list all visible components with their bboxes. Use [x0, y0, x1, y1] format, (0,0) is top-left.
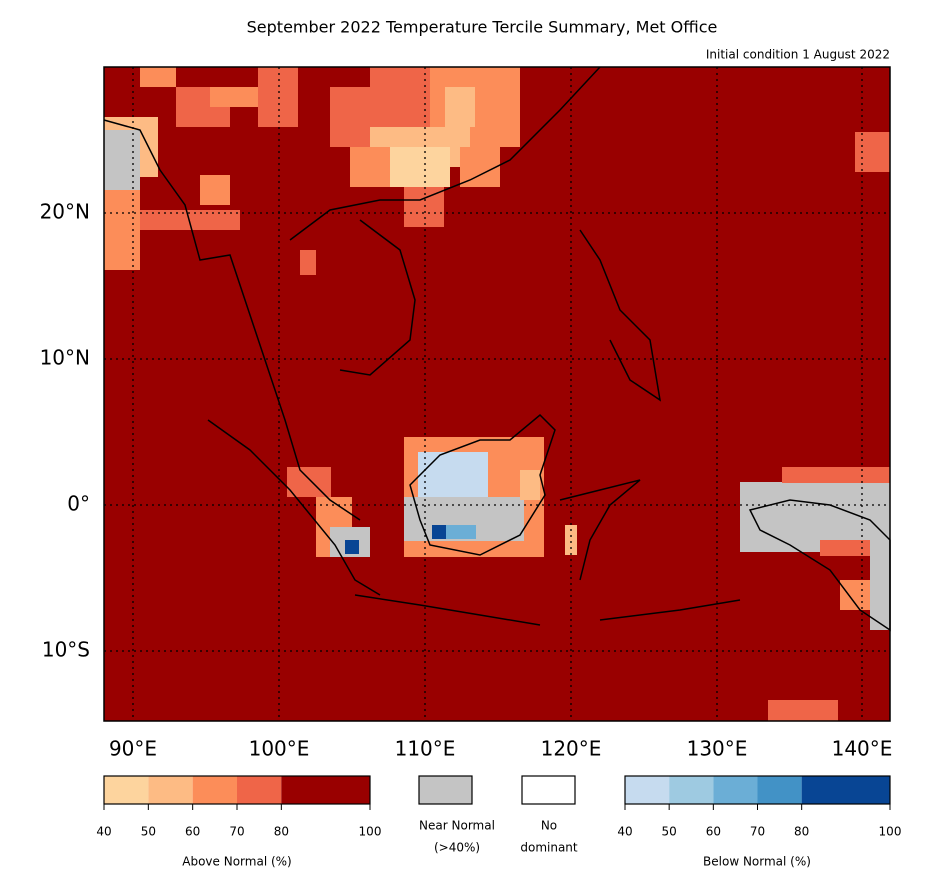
colorbar-segment — [192, 776, 237, 804]
below-normal-label: Below Normal (%) — [703, 855, 811, 869]
colorbar-segment — [713, 776, 758, 804]
colorbar-tick-label: 100 — [359, 825, 382, 839]
near-normal-swatch — [418, 775, 473, 805]
lat-label: 10°S — [42, 638, 90, 662]
lon-label: 90°E — [109, 737, 157, 761]
colorbar-tick-label: 40 — [617, 825, 632, 839]
colorbar-segment — [625, 776, 670, 804]
colorbar-tick-label: 100 — [879, 825, 902, 839]
lon-label: 140°E — [832, 737, 893, 761]
above-normal-label: Above Normal (%) — [182, 855, 291, 869]
colorbar-tick-label: 80 — [274, 825, 289, 839]
colorbar-segment — [148, 776, 193, 804]
lat-label: 0° — [67, 492, 90, 516]
lat-label: 10°N — [40, 346, 90, 370]
near-normal-label: Near Normal — [419, 819, 495, 833]
lon-label: 130°E — [687, 737, 748, 761]
map-cells — [104, 67, 890, 721]
title: September 2022 Temperature Tercile Summa… — [247, 18, 718, 37]
map-frame — [103, 66, 891, 722]
colorbar-tick-label: 40 — [96, 825, 111, 839]
no-dominant-label: dominant — [520, 841, 578, 855]
colorbar-segment — [801, 776, 890, 804]
colorbar-segment — [237, 776, 282, 804]
colorbar-tick-label: 80 — [794, 825, 809, 839]
lon-label: 100°E — [249, 737, 310, 761]
lon-label: 110°E — [395, 737, 456, 761]
graticule — [104, 67, 890, 721]
colorbar-tick-label: 70 — [750, 825, 765, 839]
subtitle: Initial condition 1 August 2022 — [706, 48, 890, 62]
no-dominant-label: No — [541, 819, 557, 833]
colorbar-segment — [281, 776, 370, 804]
colorbar-segment — [757, 776, 802, 804]
colorbar-tick-label: 50 — [662, 825, 677, 839]
near-normal-label: (>40%) — [434, 841, 480, 855]
colorbar-tick-label: 50 — [141, 825, 156, 839]
legend: Near Normal (>40%) No dominant Above Nor… — [96, 775, 902, 869]
colorbar-segment — [669, 776, 714, 804]
colorbar-tick-label: 60 — [706, 825, 721, 839]
colorbar-segment — [104, 776, 149, 804]
map — [103, 66, 891, 722]
colorbar-tick-label: 70 — [229, 825, 244, 839]
coastlines — [103, 66, 891, 632]
no-dominant-swatch — [521, 775, 576, 805]
colorbar-tick-label: 60 — [185, 825, 200, 839]
lat-label: 20°N — [40, 200, 90, 224]
lon-label: 120°E — [541, 737, 602, 761]
